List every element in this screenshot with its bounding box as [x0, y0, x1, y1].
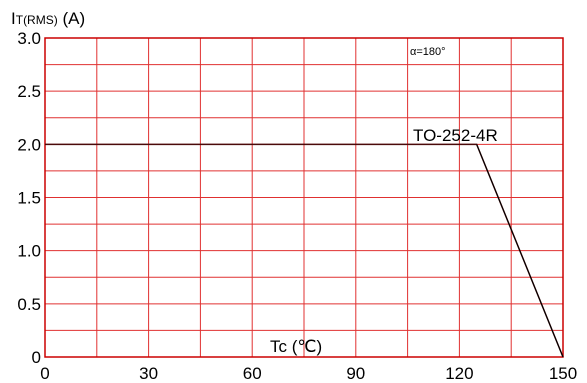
x-tick-label: 60	[243, 364, 262, 383]
plot-border	[44, 37, 564, 358]
y-tick-label: 1.0	[17, 242, 41, 261]
x-tick-label: 150	[549, 364, 577, 383]
series-label-to-252-4r: TO-252-4R	[413, 126, 498, 145]
x-tick-label: 30	[139, 364, 158, 383]
series-derating-segment	[476, 144, 564, 358]
y-tick-label: 0	[32, 348, 41, 367]
condition-annotation: α=180°	[410, 46, 446, 58]
grid	[45, 38, 563, 357]
y-tick-label: 3.0	[17, 29, 41, 48]
y-tick-label: 1.5	[17, 189, 41, 208]
y-tick-label: 0.5	[17, 295, 41, 314]
x-tick-label: 90	[346, 364, 365, 383]
x-axis-label: Tc (℃)	[270, 337, 322, 356]
y-tick-label: 2.0	[17, 135, 41, 154]
series-layer	[45, 143, 564, 358]
y-axis-label: IT(RMS) (A)	[11, 9, 85, 28]
y-tick-label: 2.5	[17, 82, 41, 101]
tick-labels: 0 30 60 90 120 150 0 0.5 1.0 1.5 2.0 2.5 3.0	[17, 29, 577, 383]
x-tick-label: 120	[445, 364, 473, 383]
x-tick-label: 0	[40, 364, 49, 383]
plot-frame	[44, 37, 564, 358]
